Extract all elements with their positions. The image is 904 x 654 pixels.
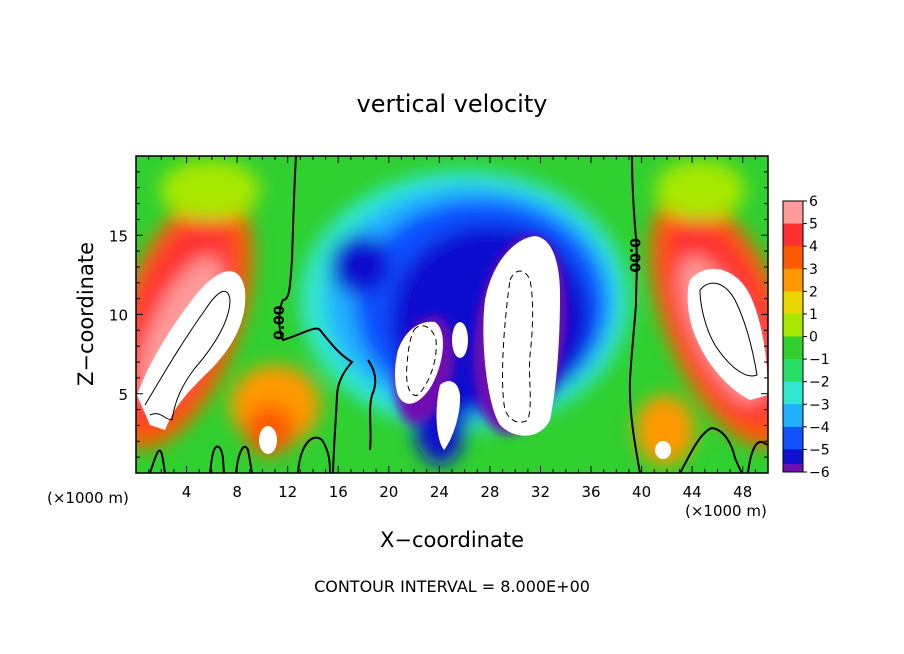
colorbar: 6 5 4 3 2 1 0 −1 −2 −3 −4 −5 −6 <box>782 194 830 481</box>
x-tick-label: 8 <box>232 483 242 501</box>
contour-label: 0.00 <box>272 305 288 340</box>
colorbar-swatch <box>783 246 803 270</box>
x-unit-label-left: (×1000 m) <box>47 489 129 507</box>
x-tick-label: 24 <box>430 483 449 501</box>
colorbar-label: 1 <box>809 307 818 323</box>
contour-lines-negative <box>406 270 534 423</box>
colorbar-swatch <box>783 291 803 315</box>
contour-lines <box>149 156 768 473</box>
colorbar-label: 3 <box>809 262 818 278</box>
colorbar-swatch <box>783 201 803 225</box>
colorbar-label: 4 <box>809 239 818 255</box>
contour-lines-thin <box>144 282 758 421</box>
colorbar-label: −3 <box>809 397 830 413</box>
x-unit-label-right: (×1000 m) <box>685 502 767 520</box>
x-tick-label: 16 <box>329 483 348 501</box>
x-axis-label: X−coordinate <box>380 528 524 552</box>
x-tick-label: 20 <box>379 483 398 501</box>
y-tick-label: 15 <box>109 227 128 245</box>
x-tick-label: 36 <box>581 483 600 501</box>
colorbar-swatch <box>783 426 803 450</box>
colorbar-swatch <box>783 359 803 383</box>
heatmap-field <box>136 156 768 473</box>
colorbar-swatch <box>783 313 803 337</box>
colorbar-swatch <box>783 268 803 292</box>
x-tick-label: 4 <box>182 483 192 501</box>
colorbar-label: −1 <box>809 352 830 368</box>
colorbar-label: 6 <box>809 194 818 210</box>
x-tick-label: 12 <box>278 483 297 501</box>
chart-title: vertical velocity <box>357 90 548 118</box>
y-axis-label: Z−coordinate <box>74 242 98 386</box>
y-tick-label: 5 <box>118 386 128 404</box>
colorbar-swatch <box>783 381 803 405</box>
contour-label: 0.00 <box>626 238 642 273</box>
colorbar-label: −5 <box>809 442 830 458</box>
contour-interval-note: CONTOUR INTERVAL = 8.000E+00 <box>314 577 590 596</box>
colorbar-label: −6 <box>809 465 830 481</box>
colorbar-swatch <box>783 464 803 472</box>
colorbar-swatch <box>783 223 803 247</box>
colorbar-swatch <box>783 336 803 360</box>
colorbar-swatch <box>783 404 803 428</box>
x-tick-label: 28 <box>480 483 499 501</box>
colorbar-label: −4 <box>809 420 830 436</box>
x-tick-label: 44 <box>683 483 702 501</box>
colorbar-label: 2 <box>809 284 818 300</box>
colorbar-label: 5 <box>809 217 818 233</box>
x-tick-label: 32 <box>531 483 550 501</box>
y-tick-label: 10 <box>109 307 128 325</box>
colorbar-label: 0 <box>809 330 818 346</box>
x-tick-label: 40 <box>632 483 651 501</box>
x-tick-label: 48 <box>733 483 752 501</box>
colorbar-label: −2 <box>809 375 830 391</box>
